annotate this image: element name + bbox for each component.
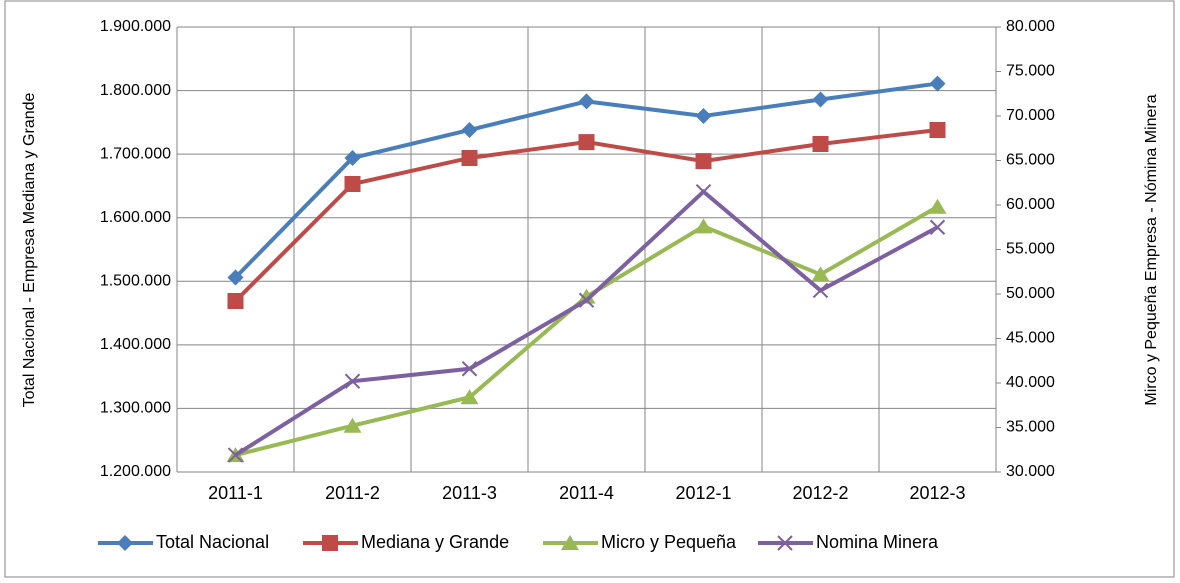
legend-marker — [561, 535, 579, 550]
y2-tick-label: 60.000 — [1006, 196, 1055, 213]
y-tick-label: 1.800.000 — [100, 82, 171, 99]
data-point — [929, 121, 946, 138]
legend-label: Mediana y Grande — [361, 532, 509, 552]
data-point — [928, 198, 947, 214]
legend-label: Micro y Pequeña — [601, 532, 737, 552]
y-tick-label: 1.700.000 — [100, 145, 171, 162]
data-point — [578, 292, 595, 308]
data-point — [577, 288, 596, 304]
data-point — [344, 149, 361, 166]
data-point — [812, 282, 829, 299]
data-point — [343, 417, 362, 433]
data-point — [460, 389, 479, 405]
data-point — [227, 292, 244, 309]
y2-axis-label: Mirco y Pequeña Empresa - Nómina Minera — [1143, 94, 1160, 405]
x-tick-label: 2012-3 — [909, 483, 965, 503]
legend-label: Total Nacional — [156, 532, 269, 552]
data-point — [812, 91, 829, 108]
data-point — [461, 121, 478, 138]
legend-marker — [777, 535, 793, 551]
y2-tick-label: 70.000 — [1006, 107, 1055, 124]
data-point — [227, 447, 244, 463]
data-point — [578, 93, 595, 110]
y-tick-label: 1.600.000 — [100, 209, 171, 226]
x-tick-label: 2012-2 — [792, 483, 848, 503]
data-point — [812, 135, 829, 152]
y2-tick-label: 65.000 — [1006, 152, 1055, 169]
data-point — [695, 183, 712, 200]
data-point — [344, 373, 361, 389]
legend-marker — [322, 535, 338, 551]
y-tick-label: 1.900.000 — [100, 18, 171, 35]
data-point — [929, 75, 946, 92]
x-tick-label: 2012-1 — [675, 483, 731, 503]
data-point — [461, 361, 478, 377]
data-point — [344, 176, 361, 193]
data-point — [695, 108, 712, 124]
data-point — [227, 269, 244, 286]
y2-tick-label: 50.000 — [1006, 285, 1055, 302]
y2-tick-label: 40.000 — [1006, 374, 1055, 391]
legend-marker — [117, 535, 133, 551]
y-axis-label: Total Nacional - Empresa Mediana y Grand… — [21, 92, 38, 407]
data-point — [695, 153, 712, 170]
y2-tick-label: 45.000 — [1006, 330, 1055, 347]
data-point — [929, 219, 946, 235]
x-tick-label: 2011-1 — [208, 483, 263, 503]
data-point — [578, 134, 595, 151]
y-tick-label: 1.300.000 — [100, 400, 171, 417]
x-tick-label: 2011-3 — [442, 483, 497, 503]
y2-tick-label: 55.000 — [1006, 241, 1055, 258]
data-point — [811, 266, 830, 282]
y2-tick-label: 75.000 — [1006, 63, 1055, 80]
data-point — [694, 218, 713, 234]
y-tick-label: 1.200.000 — [100, 463, 171, 480]
x-tick-label: 2011-2 — [325, 483, 380, 503]
data-point — [461, 149, 478, 166]
y2-tick-label: 30.000 — [1006, 463, 1055, 480]
y2-tick-label: 35.000 — [1006, 419, 1055, 436]
y2-tick-label: 80.000 — [1006, 18, 1055, 35]
x-tick-label: 2011-4 — [559, 483, 614, 503]
y-tick-label: 1.400.000 — [100, 336, 171, 353]
y-tick-label: 1.500.000 — [100, 273, 171, 290]
legend-label: Nomina Minera — [816, 532, 939, 552]
